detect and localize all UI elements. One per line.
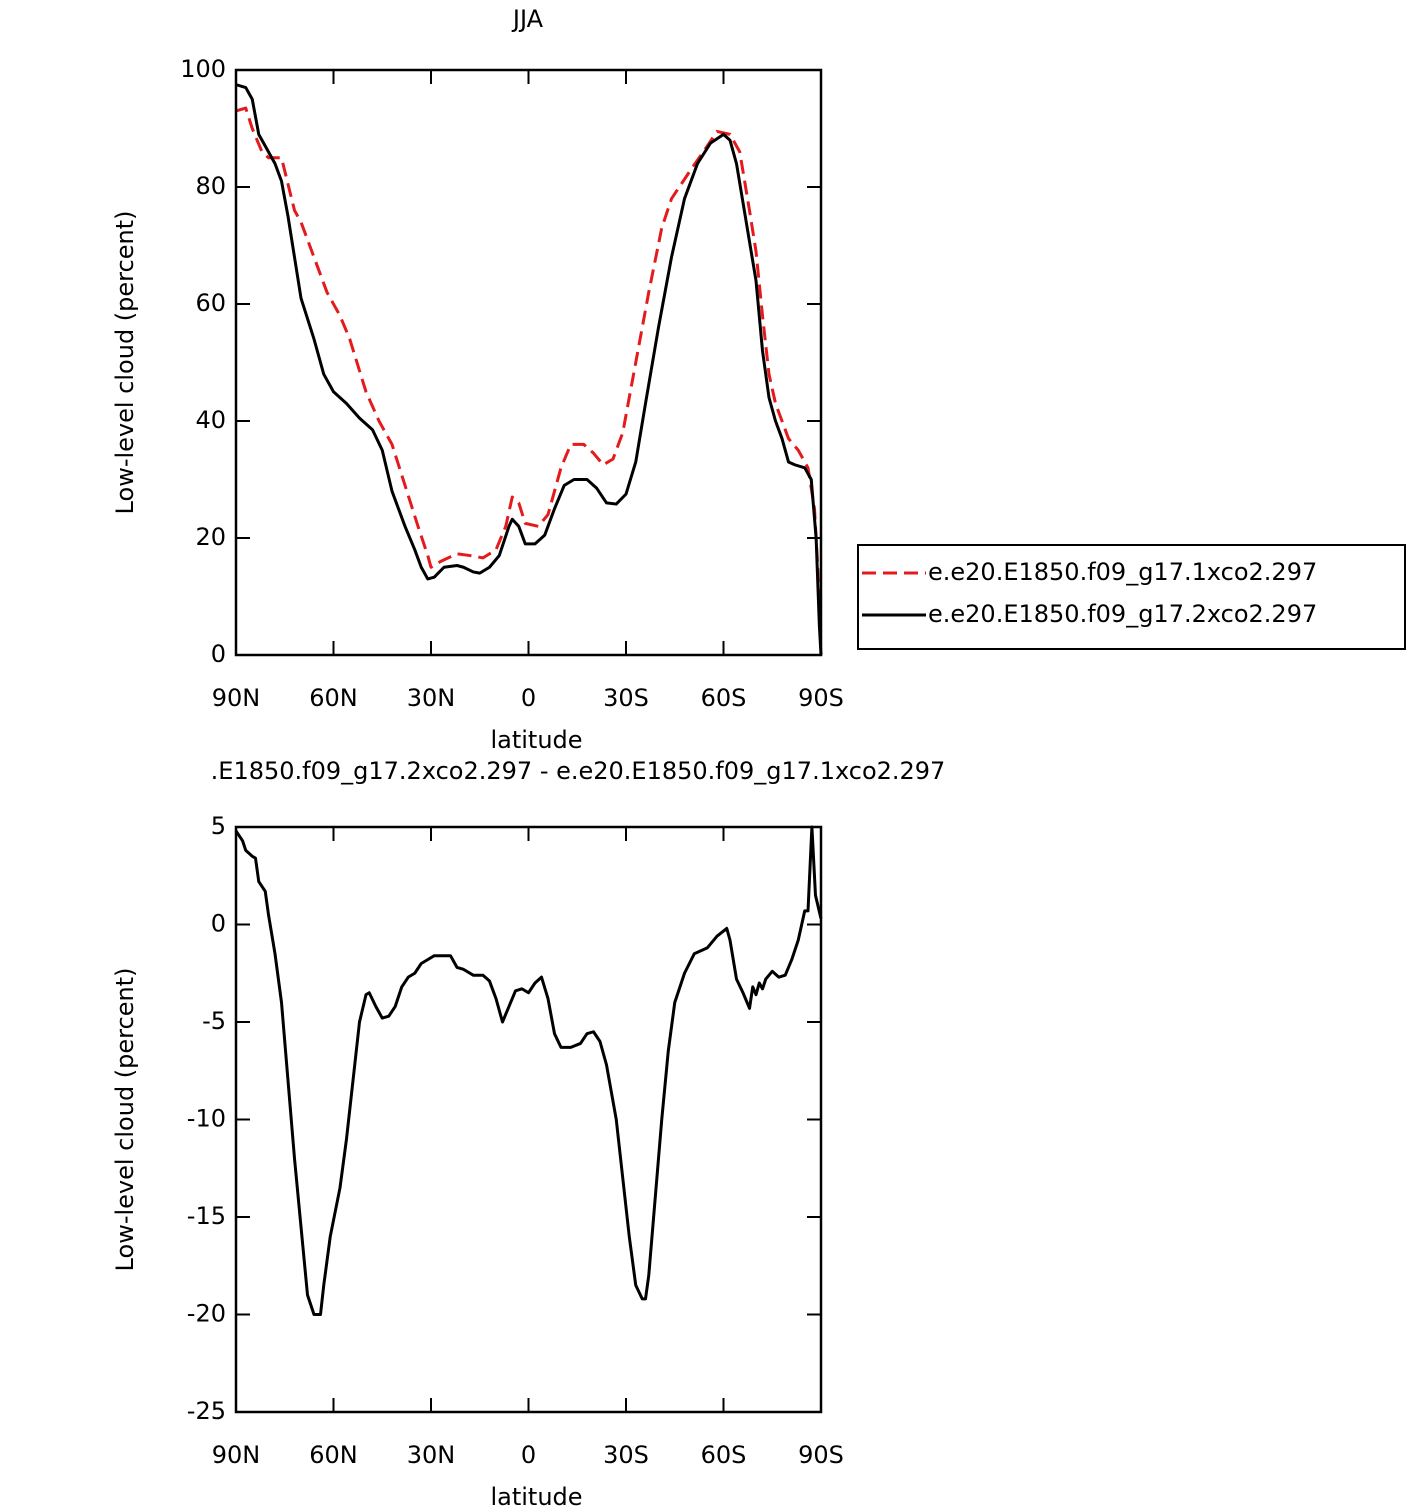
x-tick-label: 30S: [603, 684, 649, 712]
x-tick-label: 90N: [212, 1441, 261, 1469]
x-tick-label: 60S: [701, 1441, 747, 1469]
y-tick-label: 20: [195, 523, 226, 551]
y-tick-label: -5: [202, 1007, 226, 1035]
y-tick-label: -10: [187, 1105, 226, 1133]
y-tick-label: 40: [195, 406, 226, 434]
y-tick-label: -15: [187, 1202, 226, 1230]
chart-title: JJA: [511, 5, 544, 33]
data-line: [235, 106, 823, 656]
y-tick-label: 5: [211, 812, 226, 840]
plot-frame: [234, 68, 823, 657]
y-tick-label: 100: [180, 55, 226, 83]
y-tick-label: 60: [195, 289, 226, 317]
chart-title: .E1850.f09_g17.2xco2.297 - e.e20.E1850.f…: [211, 757, 946, 785]
x-axis-label: latitude: [490, 726, 582, 754]
y-tick-label: 0: [211, 910, 226, 938]
y-axis-label: Low-level cloud (percent): [111, 211, 139, 515]
legend-frame: [857, 544, 1406, 650]
x-axis-label: latitude: [490, 1483, 582, 1511]
x-tick-label: 90S: [798, 1441, 844, 1469]
x-tick-label: 60N: [309, 1441, 358, 1469]
x-tick-label: 0: [521, 684, 536, 712]
x-tick-label: 60N: [309, 684, 358, 712]
x-tick-label: 90N: [212, 684, 261, 712]
x-tick-label: 30S: [603, 1441, 649, 1469]
y-tick-label: 0: [211, 640, 226, 668]
y-axis-label: Low-level cloud (percent): [111, 968, 139, 1272]
x-tick-label: 30N: [407, 1441, 456, 1469]
plot-frame: [234, 825, 823, 1414]
x-tick-label: 90S: [798, 684, 844, 712]
x-tick-label: 60S: [701, 684, 747, 712]
legend-label: e.e20.E1850.f09_g17.1xco2.297: [928, 558, 1317, 586]
y-tick-label: -20: [187, 1300, 226, 1328]
y-tick-label: 80: [195, 172, 226, 200]
x-tick-label: 0: [521, 1441, 536, 1469]
x-tick-label: 30N: [407, 684, 456, 712]
data-line: [235, 83, 823, 656]
data-line: [234, 825, 823, 1316]
legend-label: e.e20.E1850.f09_g17.2xco2.297: [928, 600, 1317, 628]
y-tick-label: -25: [187, 1397, 226, 1425]
